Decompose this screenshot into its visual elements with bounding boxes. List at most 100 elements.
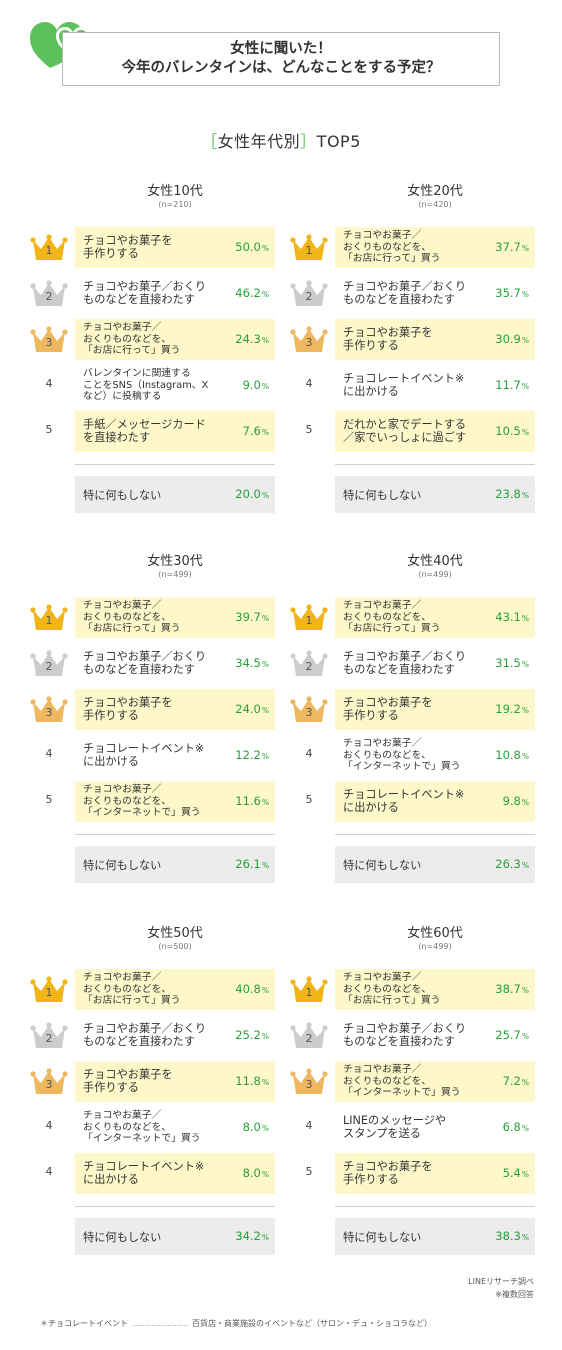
percent-value: 8.0% [243,1107,269,1148]
item-label: チョコやお菓子を 手作りする [343,695,433,722]
chart-title: 女性40代 [407,554,463,569]
percent-number: 34.5 [235,656,261,670]
nothing-row: 特に何もしない 23.8% [335,476,535,513]
percent-unit: % [521,706,529,715]
percent-value: 11.8% [235,1061,269,1102]
percent-value: 9.0% [243,365,269,406]
bar-item: チョコやお菓子／ おくりものなどを、 「お店に行って」買う 39.7% [75,597,275,638]
percent-number: 20.0 [235,487,261,501]
percent-unit: % [521,660,529,669]
item-label: チョコレートイベント※ に出かける [343,371,465,398]
item-label: チョコやお菓子／ おくりものなどを、 「お店に行って」買う [343,972,441,1007]
bar-item: チョコやお菓子／ おくりものなどを、 「お店に行って」買う 40.8% [75,969,275,1010]
rank-number: 4 [305,1119,313,1132]
bar-item: チョコやお菓子を 手作りする 30.9% [335,319,535,360]
chart-title: 女性60代 [407,926,463,941]
percent-unit: % [521,244,529,253]
ranking-row: 1 チョコやお菓子／ おくりものなどを、 「お店に行って」買う 38.7% [290,969,542,1010]
percent-unit: % [261,382,269,391]
rank-number: 2 [305,1032,313,1045]
item-label: チョコやお菓子／ おくりものなどを、 「インターネットで」買う [343,738,461,773]
footnote-dots: …………………… [132,1319,189,1328]
item-label: チョコレートイベント※ に出かける [83,741,205,768]
item-label: チョコやお菓子／ おくりものなどを、 「お店に行って」買う [83,322,181,357]
percent-number: 11.7 [495,378,521,392]
percent-number: 38.7 [495,982,521,996]
ranking-row: 3 チョコやお菓子を 手作りする 24.0% [30,689,282,730]
percent-value: 25.2% [235,1015,269,1056]
silver-crown-icon: 2 [30,649,68,679]
bar-item: チョコやお菓子／ おくりものなどを、 「インターネットで」買う 7.2% [335,1061,535,1102]
bronze-crown-icon: 3 [30,325,68,355]
percent-unit: % [521,1124,529,1133]
percent-number: 37.7 [495,240,521,254]
bar-item: チョコやお菓子／ おくりものなどを、 「インターネットで」買う 11.6% [75,781,275,822]
percent-number: 26.1 [235,857,261,871]
percent-unit: % [261,861,269,870]
bar-item: チョコやお菓子／おくり ものなどを直接わたす 31.5% [335,643,535,684]
rank-number: 2 [305,290,313,303]
percent-unit: % [261,491,269,500]
item-label: チョコやお菓子／おくり ものなどを直接わたす [83,649,207,676]
nothing-percent: 26.1% [235,846,269,883]
item-label: 手紙／メッセージカード を直接わたす [83,417,206,444]
percent-value: 43.1% [495,597,529,638]
bar-item: チョコレートイベント※ に出かける 12.2% [75,735,275,776]
percent-unit: % [521,428,529,437]
percent-unit: % [521,798,529,807]
silver-crown-icon: 2 [290,1021,328,1051]
percent-number: 38.3 [495,1229,521,1243]
divider [75,1206,275,1207]
bronze-crown-icon: 3 [290,325,328,355]
nothing-percent: 23.8% [495,476,529,513]
percent-value: 24.3% [235,319,269,360]
footnote: ＊チョコレートイベント …………………… 百貨店・商業施設のイベントなど（サロン・デ… [40,1318,432,1329]
chart-title: 女性10代 [147,184,203,199]
bronze-crown-icon: 3 [30,1067,68,1097]
item-label: LINEのメッセージや スタンプを送る [343,1113,447,1140]
age-group-chart: 女性20代 (n=420) 1 チョコやお菓子／ おくりものなどを、 「お店に行って」… [290,180,542,520]
percent-unit: % [521,861,529,870]
sample-size: (n=499) [418,570,452,579]
percent-number: 11.6 [235,794,261,808]
percent-value: 11.6% [235,781,269,822]
rank-number: 1 [45,614,53,627]
rank-number: 4 [45,377,53,390]
percent-value: 7.2% [503,1061,529,1102]
percent-number: 19.2 [495,702,521,716]
age-group-chart: 女性30代 (n=499) 1 チョコやお菓子／ おくりものなどを、 「お店に行って」… [30,550,282,890]
subtitle-bracket-close: ］ [300,132,317,151]
percent-number: 40.8 [235,982,261,996]
ranking-row: 4 LINEのメッセージや スタンプを送る 6.8% [294,1107,542,1148]
percent-unit: % [521,336,529,345]
percent-value: 30.9% [495,319,529,360]
divider [335,1206,535,1207]
rank-number: 5 [45,793,53,806]
ranking-row: 2 チョコやお菓子／おくり ものなどを直接わたす 31.5% [290,643,542,684]
rank-number: 3 [305,706,313,719]
percent-number: 26.3 [495,857,521,871]
gold-crown-icon: 1 [30,975,68,1005]
sample-size: (n=420) [418,200,452,209]
age-group-chart: 女性10代 (n=210) 1 チョコやお菓子を 手作りする 50.0% 2 チョコやお菓子… [30,180,282,520]
rank-number: 1 [45,244,53,257]
percent-value: 9.8% [503,781,529,822]
percent-value: 34.5% [235,643,269,684]
percent-number: 31.5 [495,656,521,670]
ranking-row: 1 チョコやお菓子を 手作りする 50.0% [30,227,282,268]
percent-value: 38.7% [495,969,529,1010]
rank-number: 3 [45,1078,53,1091]
nothing-row: 特に何もしない 26.3% [335,846,535,883]
bar-item: チョコやお菓子／おくり ものなどを直接わたす 35.7% [335,273,535,314]
percent-unit: % [521,752,529,761]
percent-number: 6.8 [502,1120,521,1134]
rank-number: 3 [45,336,53,349]
percent-unit: % [261,1233,269,1242]
item-label: チョコやお菓子を 手作りする [83,233,173,260]
percent-number: 35.7 [495,286,521,300]
item-label: チョコやお菓子／ おくりものなどを、 「お店に行って」買う [343,600,441,635]
percent-unit: % [261,1032,269,1041]
bar-item: チョコやお菓子／ おくりものなどを、 「お店に行って」買う 24.3% [75,319,275,360]
percent-unit: % [261,1078,269,1087]
ranking-row: 1 チョコやお菓子／ おくりものなどを、 「お店に行って」買う 40.8% [30,969,282,1010]
